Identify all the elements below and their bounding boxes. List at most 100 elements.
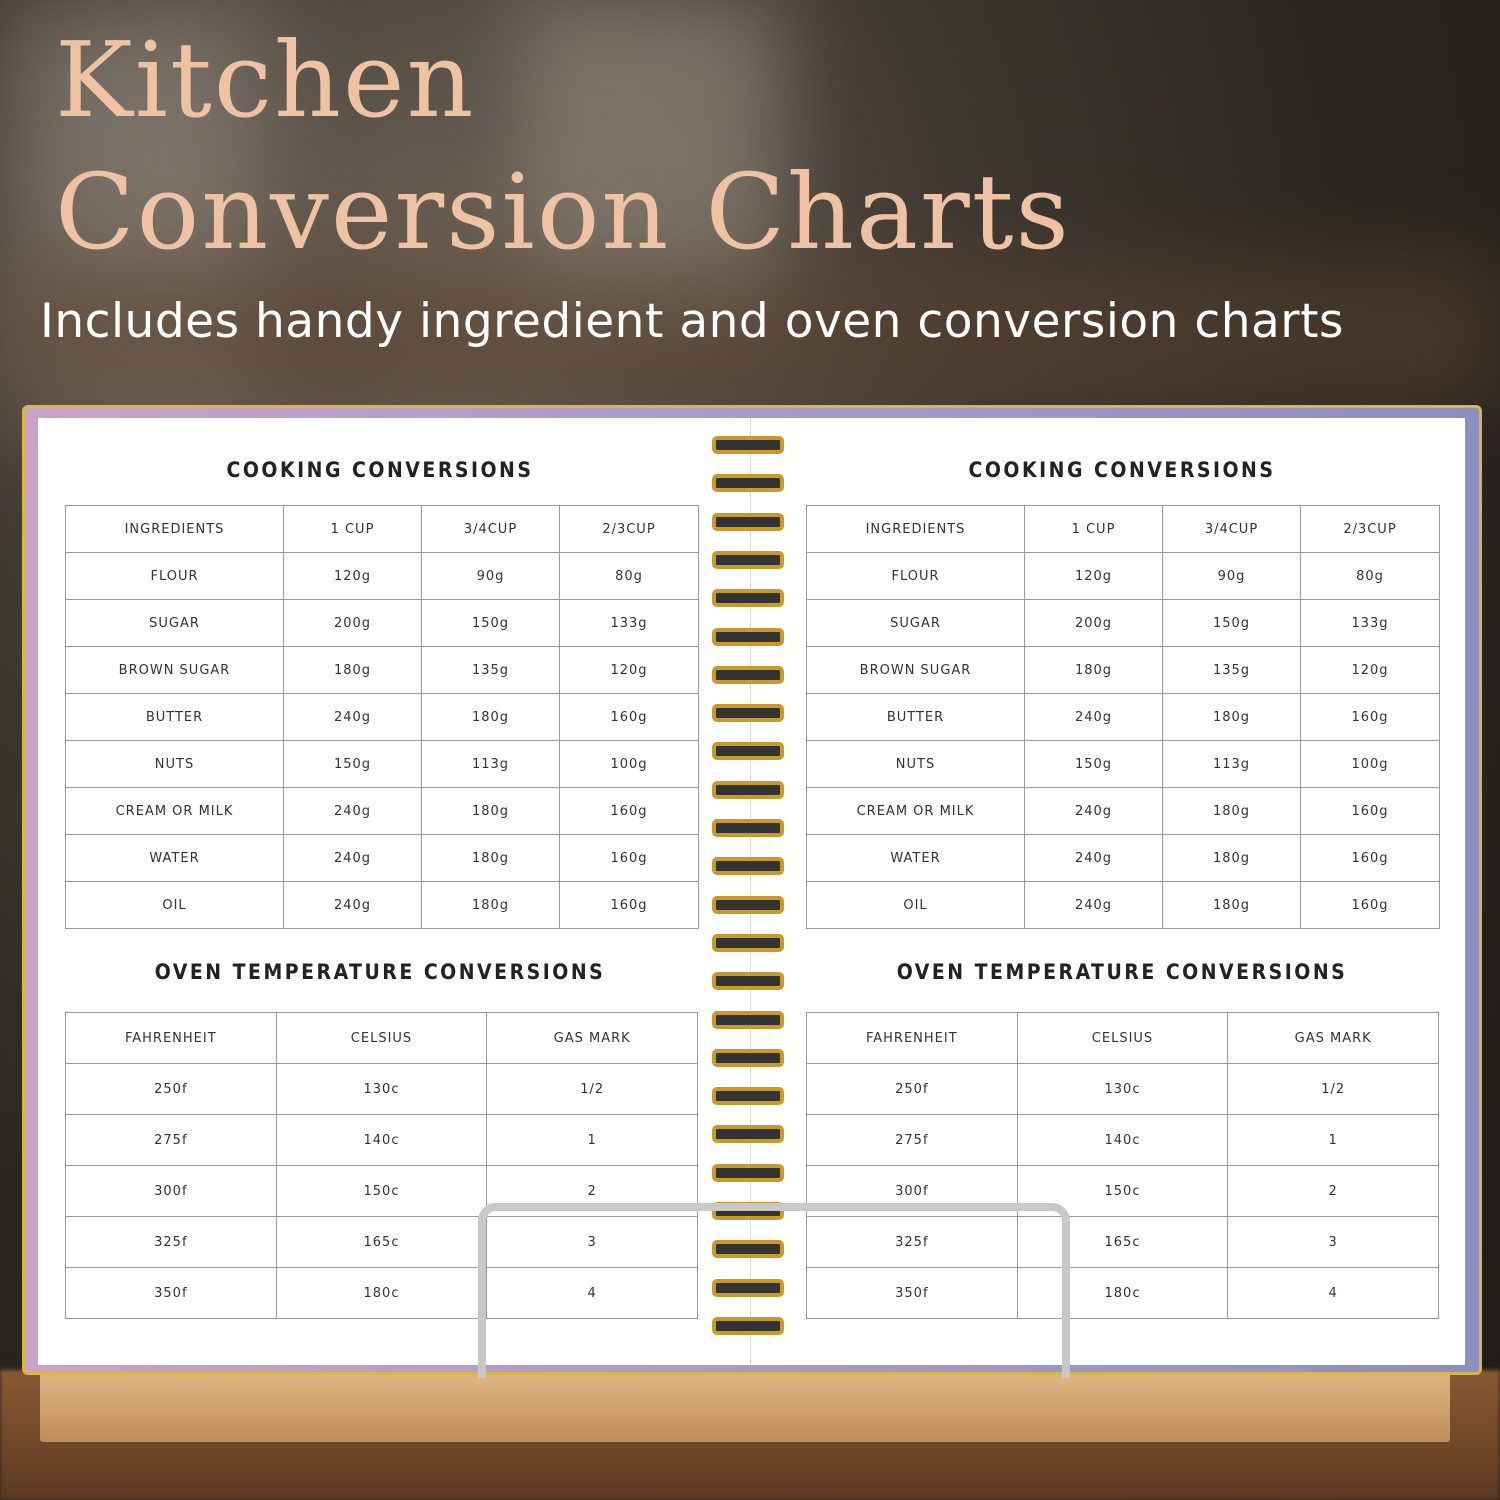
table-header-row: INGREDIENTS 1 CUP 3/4CUP 2/3CUP	[65, 505, 699, 553]
table-cell: 160g	[1300, 881, 1440, 929]
table-cell: 180g	[1162, 834, 1301, 882]
table-cell: 1	[1227, 1114, 1439, 1166]
table-cell: 133g	[1300, 599, 1440, 647]
table-cell: SUGAR	[806, 599, 1025, 647]
table-cell: BROWN SUGAR	[806, 646, 1025, 694]
table-cell: BUTTER	[65, 693, 284, 741]
spiral-ring	[712, 972, 784, 991]
title-line-2: Conversion Charts	[55, 151, 1071, 273]
table-cell: 2	[1227, 1165, 1439, 1217]
spiral-ring	[712, 1010, 784, 1029]
table-cell: BUTTER	[806, 693, 1025, 741]
spiral-ring	[712, 436, 784, 454]
table-row: CREAM OR MILK 240g 180g 160g	[806, 787, 1440, 835]
table-cell: FLOUR	[806, 552, 1025, 600]
column-header: 1 CUP	[283, 505, 422, 553]
table-cell: 160g	[559, 881, 699, 929]
table-header-row: INGREDIENTS 1 CUP 3/4CUP 2/3CUP	[806, 505, 1440, 553]
column-header: GAS MARK	[486, 1012, 698, 1064]
table-cell: 250f	[65, 1063, 277, 1115]
spiral-ring	[712, 780, 784, 799]
table-cell: 180g	[1162, 881, 1301, 929]
spiral-ring	[712, 474, 784, 493]
table-row: BUTTER 240g 180g 160g	[65, 693, 699, 741]
table-cell: 80g	[559, 552, 699, 600]
table-cell: 180c	[1016, 1267, 1229, 1319]
table-cell: 150c	[275, 1165, 488, 1217]
spiral-ring	[712, 895, 784, 914]
column-header: CELSIUS	[275, 1012, 488, 1064]
table-cell: 113g	[421, 740, 560, 788]
spiral-ring	[712, 550, 784, 569]
table-cell: 275f	[806, 1114, 1018, 1166]
table-cell: NUTS	[65, 740, 284, 788]
table-cell: 130c	[1016, 1063, 1229, 1115]
table-cell: 240g	[1024, 881, 1163, 929]
table-cell: 120g	[1024, 552, 1163, 600]
table-cell: 3	[1227, 1216, 1439, 1268]
table-row: 250f 130c 1/2	[806, 1063, 1439, 1115]
table-cell: 180g	[1162, 787, 1301, 835]
subtitle: Includes handy ingredient and oven conve…	[40, 294, 1345, 349]
column-header: 2/3CUP	[559, 505, 699, 553]
table-cell: 100g	[1300, 740, 1440, 788]
table-cell: OIL	[65, 881, 284, 929]
spiral-ring	[712, 589, 784, 608]
table-cell: 240g	[1024, 834, 1163, 882]
spiral-binding	[712, 436, 786, 1346]
table-cell: 150g	[1024, 740, 1163, 788]
table-cell: 150g	[421, 599, 560, 647]
table-cell: CREAM OR MILK	[806, 787, 1025, 835]
cooking-conversions-table: INGREDIENTS 1 CUP 3/4CUP 2/3CUP FLOUR 120g 90g…	[65, 505, 699, 929]
table-cell: 100g	[559, 740, 699, 788]
column-header: 2/3CUP	[1300, 505, 1440, 553]
table-cell: 165c	[275, 1216, 488, 1268]
table-row: 275f 140c 1	[806, 1114, 1439, 1166]
column-header: 3/4CUP	[1162, 505, 1301, 553]
table-cell: 160g	[1300, 693, 1440, 741]
table-cell: 160g	[1300, 787, 1440, 835]
table-row: OIL 240g 180g 160g	[65, 881, 699, 929]
table-row: FLOUR 120g 90g 80g	[806, 552, 1440, 600]
spiral-ring	[712, 933, 784, 952]
table-cell: 350f	[65, 1267, 277, 1319]
table-cell: 180g	[421, 834, 560, 882]
table-row: 325f 165c 3	[806, 1216, 1439, 1268]
table-row: 350f 180c 4	[65, 1267, 698, 1319]
table-cell: 160g	[559, 787, 699, 835]
table-cell: NUTS	[806, 740, 1025, 788]
table-row: SUGAR 200g 150g 133g	[806, 599, 1440, 647]
table-cell: 140c	[1016, 1114, 1229, 1166]
table-cell: 150g	[283, 740, 422, 788]
table-row: BROWN SUGAR 180g 135g 120g	[65, 646, 699, 694]
table-cell: 3	[486, 1216, 698, 1268]
table-cell: 325f	[65, 1216, 277, 1268]
table-cell: 150g	[1162, 599, 1301, 647]
table-row: 250f 130c 1/2	[65, 1063, 698, 1115]
table-cell: 250f	[806, 1063, 1018, 1115]
table-row: WATER 240g 180g 160g	[806, 834, 1440, 882]
spiral-ring	[712, 1240, 784, 1259]
table-cell: 130c	[275, 1063, 488, 1115]
table-cell: 1/2	[486, 1063, 698, 1115]
table-row: NUTS 150g 113g 100g	[806, 740, 1440, 788]
spiral-ring	[712, 742, 784, 761]
column-header: FAHRENHEIT	[65, 1012, 277, 1064]
column-header: CELSIUS	[1016, 1012, 1229, 1064]
spiral-ring	[712, 704, 784, 723]
table-cell: 133g	[559, 599, 699, 647]
spiral-ring	[712, 1048, 784, 1067]
table-cell: 135g	[1162, 646, 1301, 694]
table-cell: 275f	[65, 1114, 277, 1166]
table-cell: SUGAR	[65, 599, 284, 647]
cooking-conversions-table: INGREDIENTS 1 CUP 3/4CUP 2/3CUP FLOUR 120g 90g…	[806, 505, 1440, 929]
table-cell: 140c	[275, 1114, 488, 1166]
table-cell: BROWN SUGAR	[65, 646, 284, 694]
table-cell: 240g	[283, 693, 422, 741]
table-cell: 300f	[65, 1165, 277, 1217]
background-blur	[0, 260, 1500, 410]
table-cell: 180g	[421, 787, 560, 835]
table-cell: 180g	[1162, 693, 1301, 741]
column-header: INGREDIENTS	[65, 505, 284, 553]
spiral-ring	[712, 627, 784, 646]
